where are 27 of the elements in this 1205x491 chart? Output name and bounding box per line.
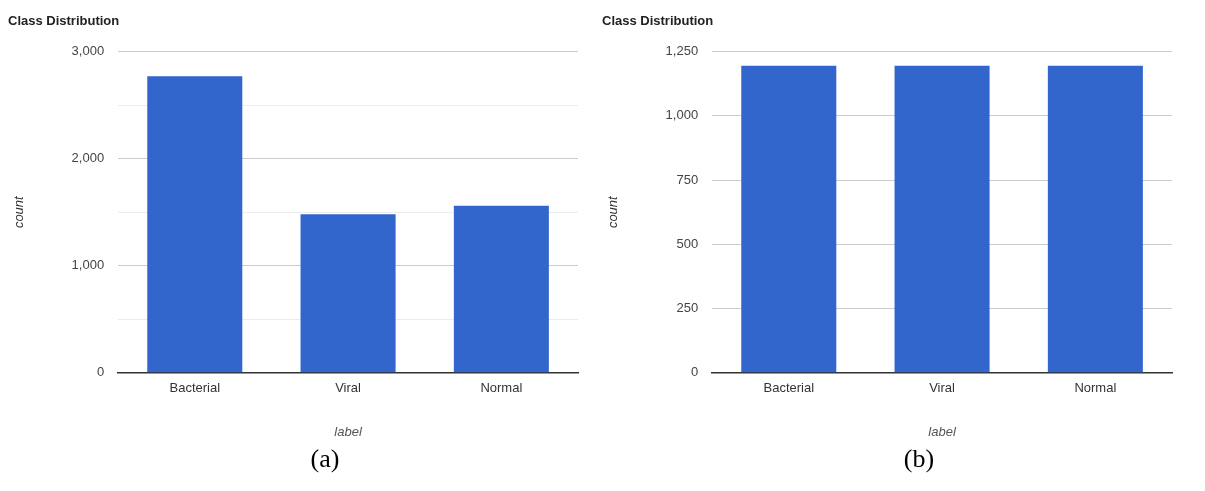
- x-axis-title: label: [928, 423, 957, 439]
- y-tick-label: 1,000: [71, 257, 105, 273]
- x-tick-label: Viral: [335, 380, 362, 396]
- x-tick-label: Viral: [929, 380, 956, 396]
- y-tick-label: 250: [676, 300, 699, 316]
- y-tick-label: 2,000: [71, 150, 105, 166]
- text: (a): [309, 444, 341, 474]
- bar: [453, 205, 549, 373]
- chart-title: Class Distribution: [8, 13, 120, 29]
- x-tick-label: Bacterial: [169, 380, 221, 396]
- x-tick-label: Bacterial: [763, 380, 815, 396]
- text: (b): [902, 444, 936, 474]
- y-axis-title: count: [11, 194, 27, 229]
- y-axis-title: count: [605, 194, 621, 229]
- x-tick-label: Normal: [1074, 380, 1117, 396]
- y-tick-label: 750: [676, 171, 699, 187]
- y-tick-label: 0: [690, 364, 699, 380]
- y-tick-label: 3,000: [71, 43, 105, 59]
- x-axis-title: label: [334, 423, 363, 439]
- bar: [147, 76, 243, 373]
- x-tick-label: Normal: [480, 380, 523, 396]
- y-tick-label: 0: [96, 364, 105, 380]
- bar: [300, 214, 396, 373]
- y-tick-label: 1,000: [665, 107, 699, 123]
- chart-title: Class Distribution: [602, 13, 714, 29]
- y-tick-label: 500: [676, 235, 699, 251]
- y-tick-label: 1,250: [665, 43, 699, 59]
